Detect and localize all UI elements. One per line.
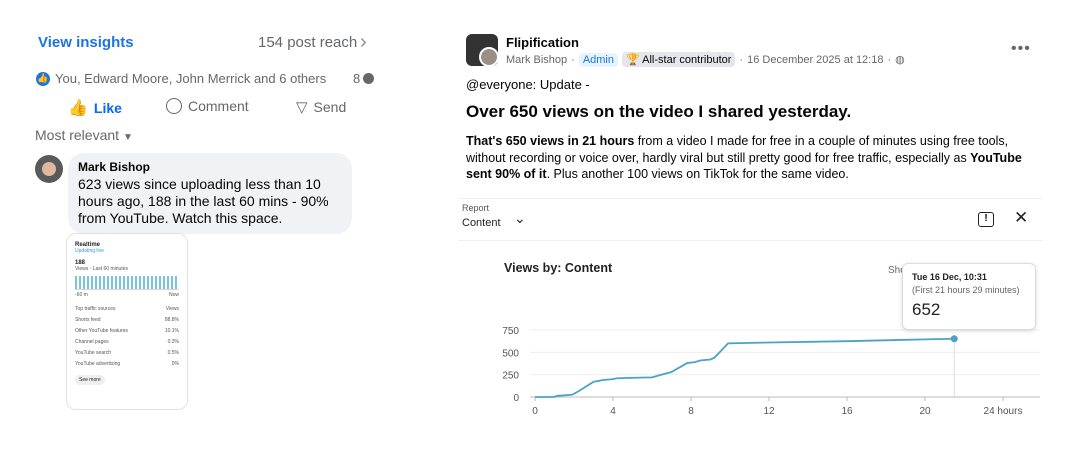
x-tick-label: 4 [610,406,616,417]
send-label: Send [313,99,347,115]
x-tick-label: 8 [688,406,694,417]
separator: · [887,53,892,66]
x-tick-label: 12 [763,406,775,417]
like-button[interactable]: 👍 Like [68,98,122,118]
comment-count-value: 8 [353,71,361,86]
yt-source-row: Channel pages 0.3% [75,339,179,345]
yt-source-row: Other YouTube features 10.1% [75,328,179,334]
contributor-label: All-star contributor [642,54,732,66]
body-text: . Plus another 100 views on TikTok for t… [546,167,849,181]
comment-bubble-icon [363,73,375,84]
report-select[interactable]: Content [462,217,501,229]
hover-point [950,335,958,343]
chevron-down-icon[interactable]: ⌄ [514,210,526,226]
group-name[interactable]: Flipification [506,35,579,50]
yt-count: 188 [75,260,86,266]
send-button[interactable]: ▽ Send [296,98,346,116]
comment-author[interactable]: Mark Bishop [78,160,151,174]
chevron-right-icon[interactable]: › [360,31,367,53]
yt-source-name: Other YouTube features [75,328,128,334]
yt-bars [75,276,179,290]
yt-axis-end: Now [168,292,179,298]
x-tick-label: 16 [841,406,853,417]
post-headline: Over 650 views on the video I shared yes… [466,102,852,121]
yt-source-value: 10.1% [164,328,179,334]
comment-attachment-image[interactable]: Realtime Updating live 188 Views · Last … [66,233,188,410]
author-avatar[interactable] [479,47,499,67]
like-reaction-icon: 👍 [36,71,50,86]
reactions-text: You, Edward Moore, John Merrick and 6 ot… [55,71,327,86]
contributor-badge: 🏆 All-star contributor [622,52,736,67]
divider [458,198,1042,199]
yt-source-row: YouTube advertising 0% [75,361,179,367]
yt-views-header: Views [165,306,179,312]
view-insights-link[interactable]: View insights [38,34,134,51]
yt-source-name: Shorts feed [75,317,101,323]
yt-source-name: YouTube search [75,350,112,356]
post-meta: Mark Bishop · Admin 🏆 All-star contributo… [506,52,905,67]
yt-title: Realtime [75,242,101,248]
x-tick-label: 24 hours [984,406,1023,417]
yt-source-row: Shorts feed 88.8% [75,317,179,323]
post-date[interactable]: 16 December 2025 at 12:18 [747,53,884,66]
tooltip-value: 652 [912,300,941,319]
more-options-icon[interactable]: ••• [1011,40,1031,57]
yt-see-more: See more [75,375,105,385]
yt-status: Updating live [75,248,104,254]
yt-source-value: 0.5% [167,350,179,356]
yt-source-row: YouTube search 0.5% [75,350,179,356]
admin-badge: Admin [578,52,618,67]
post-mention: @everyone: Update - [466,77,590,92]
separator: · [571,53,575,66]
yt-source-name: YouTube advertising [75,361,121,367]
feedback-icon[interactable]: ! [978,212,994,227]
thumbs-up-icon: 👍 [68,100,88,117]
group-audience-icon: ◍ [895,54,905,66]
body-bold: That's 650 views in 21 hours [466,134,635,148]
y-tick-label: 750 [502,326,519,337]
tooltip-subtitle: (First 21 hours 29 minutes) [912,285,1020,295]
chart-title: Views by: Content [504,261,613,275]
separator: · [739,53,744,66]
report-label: Report [462,203,490,213]
sort-dropdown[interactable]: Most relevant ▼ [35,127,133,143]
views-line [535,337,955,398]
yt-range: Views · Last 60 minutes [75,266,128,272]
avatar[interactable] [35,155,63,183]
yt-sources-header: Top traffic sources [75,306,116,312]
comment-text: 623 views since uploading less than 10 h… [78,176,329,226]
close-icon[interactable]: ✕ [1014,208,1029,227]
divider [458,240,1042,241]
post-reach[interactable]: 154 post reach [258,34,358,51]
yt-source-value: 88.8% [164,317,179,323]
body-bold: YouTube sent 90% of it [466,150,1022,182]
y-tick-label: 500 [502,348,519,359]
tooltip-date: Tue 16 Dec, 10:31 [912,272,987,282]
caret-down-icon: ▼ [122,132,133,143]
post-body: That's 650 views in 21 hours from a vide… [466,133,1046,183]
send-icon: ▽ [296,99,308,116]
post-author[interactable]: Mark Bishop [506,53,568,66]
x-tick-label: 0 [532,406,538,417]
trophy-icon: 🏆 [626,54,640,66]
yt-source-value: 0% [171,361,179,367]
y-tick-label: 0 [513,393,519,404]
yt-source-value: 0.3% [167,339,179,345]
y-tick-label: 250 [502,371,519,382]
like-label: Like [93,100,122,116]
chart-tooltip: Tue 16 Dec, 10:31 (First 21 hours 29 min… [902,263,1036,330]
comment-count[interactable]: 8 [353,71,375,86]
comment-bubble: Mark Bishop 623 views since uploading le… [68,153,352,234]
yt-axis-start: -60 m [75,292,88,298]
sort-label: Most relevant [35,127,120,143]
show-control-partial[interactable]: Sho [888,265,906,276]
comment-button[interactable]: Comment [166,98,249,114]
x-tick-label: 20 [919,406,931,417]
body-text: from a video I made for free in a couple… [466,134,1009,165]
comment-icon [166,98,182,114]
reactions-summary[interactable]: 👍 You, Edward Moore, John Merrick and 6 o… [36,71,326,86]
comment-label: Comment [188,98,249,114]
yt-source-name: Channel pages [75,339,109,345]
